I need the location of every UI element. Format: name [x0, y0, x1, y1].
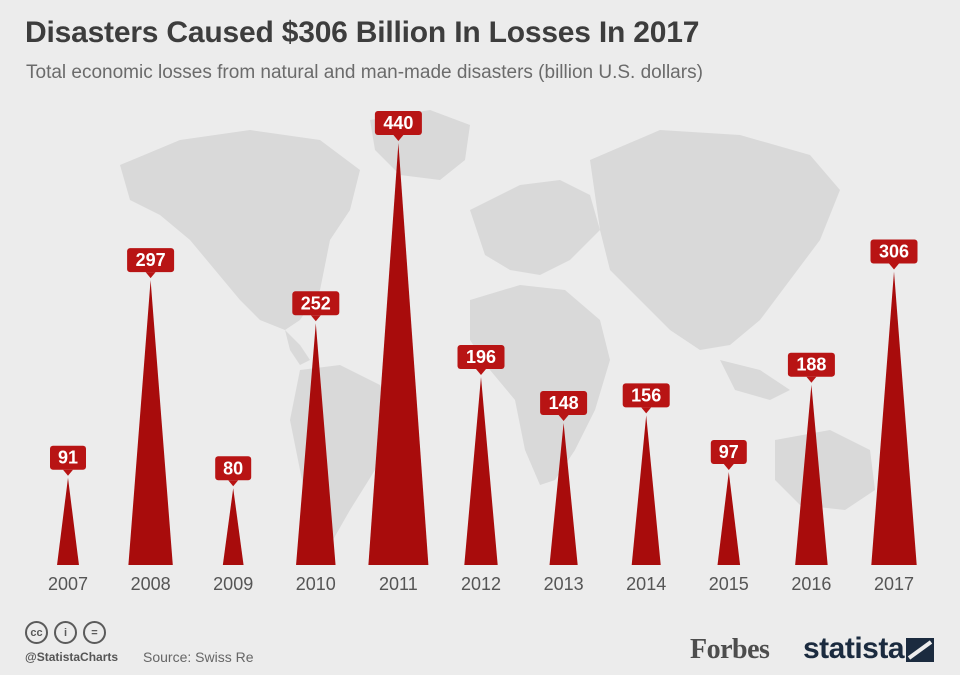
spike-2010: [296, 323, 336, 565]
map-southeast-asia: [720, 360, 790, 400]
nd-icon: =: [83, 621, 106, 644]
value-label-pointer: [558, 415, 569, 422]
value-label-text: 97: [719, 442, 739, 462]
value-label-text: 440: [383, 113, 413, 133]
x-tick-label-2016: 2016: [791, 574, 831, 594]
value-label-box: [710, 439, 747, 464]
x-tick-label-2013: 2013: [544, 574, 584, 594]
value-label-text: 297: [136, 250, 166, 270]
value-label-box: [50, 445, 86, 470]
value-label-text: 188: [796, 355, 826, 375]
value-label-text: 252: [301, 293, 331, 313]
license-icons: cc i =: [25, 621, 106, 644]
x-tick-label-2012: 2012: [461, 574, 501, 594]
value-label-pointer: [228, 480, 239, 487]
value-label-2016: 188: [787, 352, 835, 383]
value-label-pointer: [723, 463, 734, 470]
statista-handle: @StatistaCharts: [25, 650, 119, 664]
x-tick-label-2015: 2015: [709, 574, 749, 594]
map-north-america: [120, 130, 360, 330]
value-label-text: 148: [549, 393, 579, 413]
x-tick-label-2008: 2008: [131, 574, 171, 594]
value-label-2010: 252: [292, 291, 340, 322]
x-tick-label-2014: 2014: [626, 574, 666, 594]
value-label-box: [787, 352, 835, 377]
value-label-2013: 148: [540, 391, 588, 422]
map-africa: [470, 285, 610, 485]
value-label-2009: 80: [215, 456, 252, 487]
value-label-2014: 156: [622, 383, 670, 414]
value-label-2015: 97: [710, 439, 747, 470]
value-label-pointer: [63, 469, 73, 476]
source-note: Source: Swiss Re: [143, 649, 254, 665]
spike-2009: [222, 488, 244, 565]
value-label-2008: 297: [127, 248, 175, 279]
value-label-box: [870, 239, 918, 264]
value-label-box: [457, 345, 505, 370]
x-tick-label-2017: 2017: [874, 574, 914, 594]
value-label-2011: 440: [374, 111, 422, 141]
spike-2016: [795, 384, 828, 565]
value-label-pointer: [145, 272, 156, 279]
spike-2013: [549, 423, 578, 565]
map-central-america: [285, 330, 310, 365]
value-label-text: 156: [631, 385, 661, 405]
spike-2014: [631, 415, 661, 565]
value-label-box: [374, 111, 422, 135]
value-label-pointer: [806, 376, 817, 383]
chart-title: Disasters Caused $306 Billion In Losses …: [25, 16, 700, 49]
by-icon: i: [54, 621, 77, 644]
value-label-text: 306: [879, 242, 909, 262]
value-label-box: [215, 456, 252, 481]
value-label-2007: 91: [50, 445, 86, 476]
value-label-box: [127, 248, 175, 273]
x-tick-label-2010: 2010: [296, 574, 336, 594]
map-asia: [590, 130, 840, 350]
value-label-pointer: [889, 263, 899, 270]
chart-subtitle: Total economic losses from natural and m…: [26, 62, 703, 83]
spike-2012: [464, 377, 498, 565]
value-label-box: [292, 291, 340, 316]
spike-2007: [57, 477, 79, 565]
world-map-background: [120, 110, 898, 560]
value-label-box: [622, 383, 670, 408]
forbes-logo: Forbes: [690, 634, 770, 665]
value-label-text: 196: [466, 347, 496, 367]
spike-2008: [128, 280, 173, 565]
statista-logo: statista: [803, 632, 905, 665]
value-label-pointer: [310, 315, 321, 322]
x-tick-label-2007: 2007: [48, 574, 88, 594]
value-label-2012: 196: [457, 345, 505, 376]
x-tick-label-2009: 2009: [213, 574, 253, 594]
value-label-2017: 306: [870, 239, 918, 270]
chart-marks: 91 2007 297 2008 80 2009 252 2010 440 2011 196 2012…: [48, 111, 918, 594]
value-label-text: 80: [223, 458, 243, 478]
cc-icon: cc: [25, 621, 48, 644]
value-label-text: 91: [58, 448, 78, 468]
value-label-pointer: [641, 407, 652, 414]
spike-2015: [717, 471, 741, 565]
spike-2011: [368, 143, 429, 565]
x-tick-label-2011: 2011: [379, 574, 418, 594]
value-label-box: [540, 391, 588, 416]
value-label-pointer: [476, 369, 486, 376]
map-europe: [470, 180, 600, 275]
statista-logo-icon: [906, 638, 934, 662]
value-label-pointer: [393, 135, 404, 141]
spike-2017: [871, 271, 917, 565]
map-australia: [775, 430, 875, 510]
